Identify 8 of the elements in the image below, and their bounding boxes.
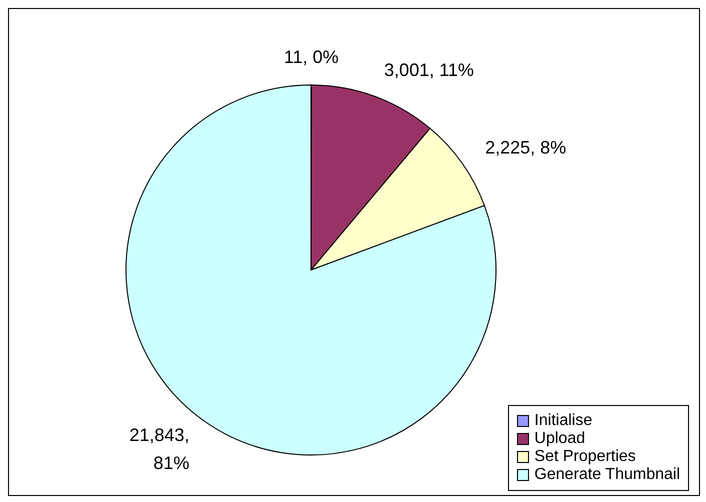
data-label: 3,001, 11%	[384, 60, 474, 80]
legend-label: Initialise	[534, 412, 592, 430]
legend-label: Upload	[534, 430, 586, 448]
data-label: 2,225, 8%	[485, 137, 566, 158]
legend-label: Generate Thumbnail	[534, 466, 680, 484]
data-label: 21,843, 81%	[129, 424, 190, 473]
data-label: 11, 0%	[284, 47, 339, 67]
legend-label: Set Properties	[534, 448, 636, 466]
